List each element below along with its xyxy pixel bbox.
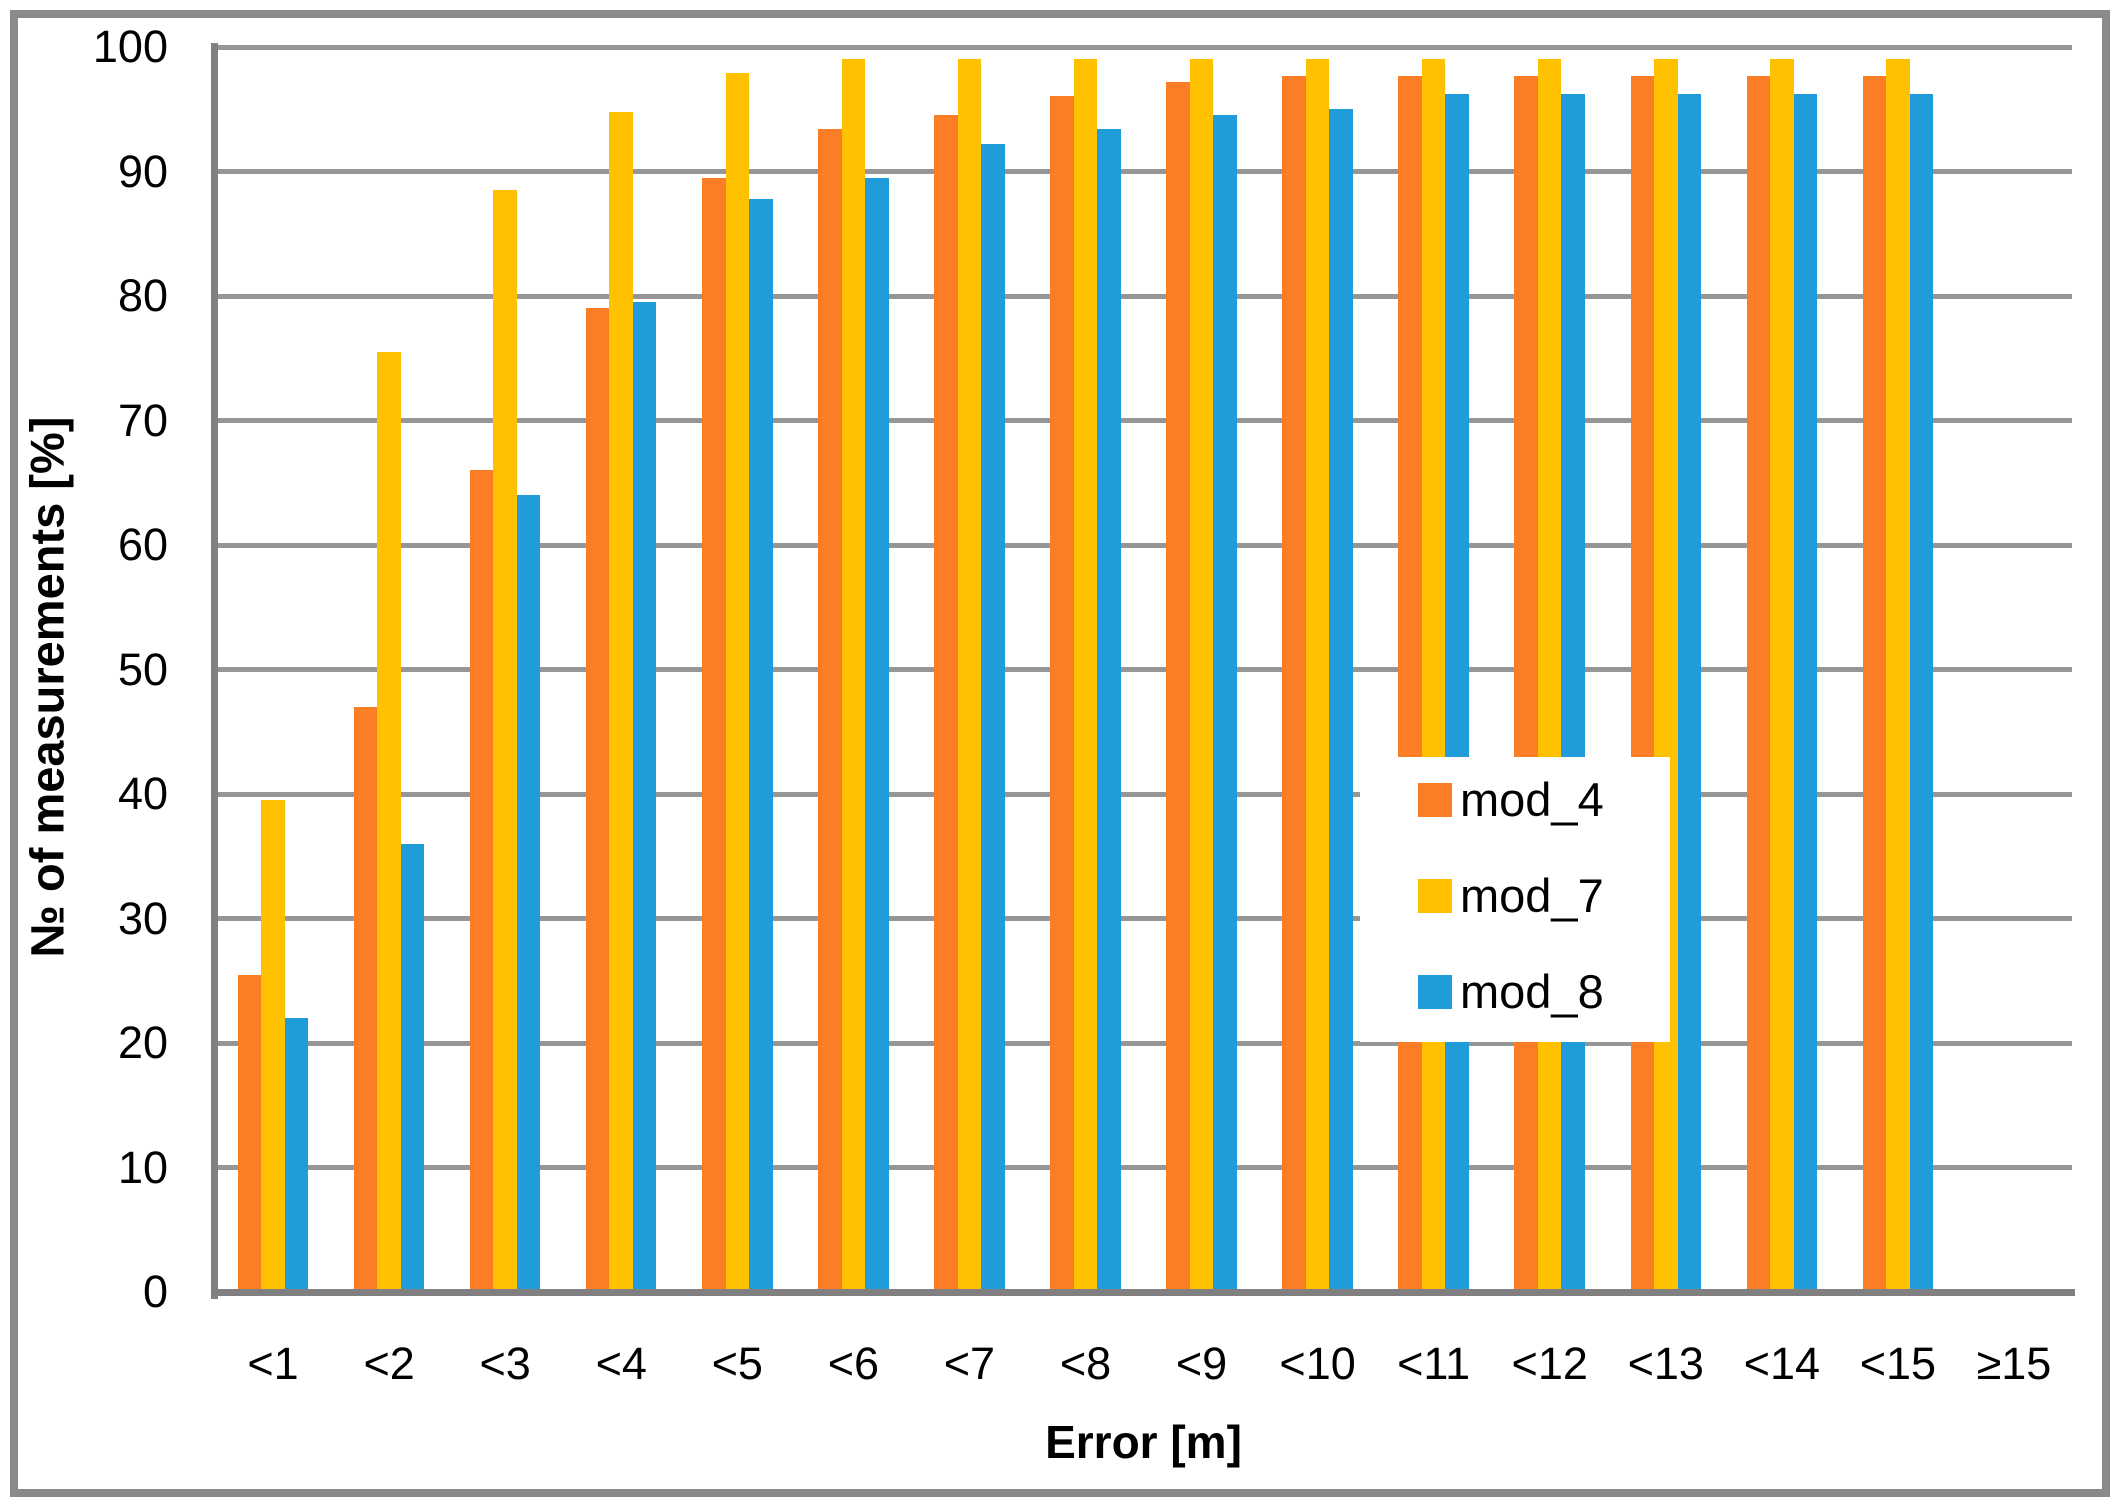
legend-swatch-mod_7 bbox=[1418, 879, 1452, 913]
bar-mod_7-<4 bbox=[609, 111, 633, 1292]
y-axis-title: № of measurements [%] bbox=[20, 416, 74, 958]
legend-label-mod_8: mod_8 bbox=[1460, 965, 1604, 1018]
bar-mod_8-<5 bbox=[749, 198, 773, 1292]
x-axis-title: Error [m] bbox=[1045, 1416, 1242, 1468]
legend-item-mod_4: mod_4 bbox=[1360, 768, 1670, 832]
legend-swatch-mod_8 bbox=[1418, 975, 1452, 1009]
y-axis-line bbox=[211, 43, 218, 1299]
bar-mod_8-<10 bbox=[1329, 109, 1353, 1292]
y-tick-label-80: 80 bbox=[117, 270, 168, 321]
y-tick-label-40: 40 bbox=[117, 768, 168, 819]
y-tick-label-20: 20 bbox=[117, 1017, 168, 1068]
x-category-label-<14: <14 bbox=[1743, 1338, 1821, 1389]
bar-mod_7-<11 bbox=[1421, 59, 1446, 1292]
bar-mod_4-<14 bbox=[1746, 75, 1771, 1292]
bar-mod_8-<3 bbox=[516, 495, 541, 1292]
bar-mod_8-<15 bbox=[1909, 94, 1934, 1292]
gridline-10 bbox=[215, 1165, 2072, 1170]
bar-mod_8-<13 bbox=[1677, 94, 1702, 1292]
x-category-label-<15: <15 bbox=[1859, 1338, 1937, 1389]
x-category-label-<5: <5 bbox=[711, 1338, 763, 1389]
gridline-90 bbox=[215, 169, 2072, 174]
bar-mod_7-<14 bbox=[1770, 59, 1794, 1292]
bar-mod_4-<9 bbox=[1166, 81, 1190, 1292]
bar-mod_4-<1 bbox=[237, 974, 262, 1292]
gridline-60 bbox=[215, 542, 2072, 548]
bar-mod_4-<8 bbox=[1050, 95, 1074, 1292]
gridline-40 bbox=[215, 791, 2072, 797]
x-category-label-<4: <4 bbox=[595, 1338, 647, 1389]
y-tick-label-100: 100 bbox=[92, 21, 168, 72]
bar-mod_4-<6 bbox=[818, 129, 842, 1292]
bar-mod_4-<4 bbox=[585, 308, 610, 1292]
bar-mod_7-<8 bbox=[1073, 59, 1098, 1292]
y-tick-label-90: 90 bbox=[117, 145, 168, 197]
bar-mod_7-<1 bbox=[261, 800, 285, 1292]
legend-item-mod_7: mod_7 bbox=[1360, 864, 1670, 928]
bar-mod_8-<9 bbox=[1213, 115, 1237, 1292]
bar-mod_7-<7 bbox=[957, 59, 982, 1292]
x-category-label-<1: <1 bbox=[247, 1338, 299, 1389]
bar-mod_8-<4 bbox=[632, 302, 657, 1292]
bar-mod_8-<11 bbox=[1445, 94, 1469, 1292]
bar-mod_4-<15 bbox=[1862, 75, 1887, 1292]
bar-mod_4-<12 bbox=[1514, 75, 1538, 1292]
y-tick-label-70: 70 bbox=[117, 394, 168, 446]
x-category-label-<10: <10 bbox=[1279, 1338, 1356, 1389]
x-category-label-<7: <7 bbox=[943, 1338, 996, 1389]
bar-mod_7-<5 bbox=[725, 73, 750, 1292]
gridline-100 bbox=[215, 44, 2072, 50]
legend-label-mod_7: mod_7 bbox=[1460, 869, 1604, 922]
x-category-label-<12: <12 bbox=[1511, 1338, 1588, 1389]
bar-mod_8-<2 bbox=[400, 843, 425, 1292]
bar-mod_4-<7 bbox=[934, 115, 958, 1292]
x-category-label-<6: <6 bbox=[827, 1338, 879, 1389]
bar-mod_7-<10 bbox=[1305, 59, 1330, 1292]
x-category-label-<2: <2 bbox=[363, 1338, 415, 1389]
x-axis-line bbox=[211, 1289, 2075, 1296]
bar-mod_7-<12 bbox=[1537, 59, 1562, 1292]
bar-mod_8-<7 bbox=[981, 144, 1005, 1292]
legend-item-mod_8: mod_8 bbox=[1360, 960, 1670, 1024]
y-tick-label-0: 0 bbox=[142, 1266, 168, 1317]
bar-mod_4-<3 bbox=[469, 470, 494, 1292]
bar-mod_8-<14 bbox=[1793, 94, 1818, 1292]
legend-swatch-mod_4 bbox=[1418, 783, 1452, 817]
bar-mod_7-<2 bbox=[377, 352, 401, 1292]
bar-mod_8-<6 bbox=[865, 177, 889, 1292]
x-category-label-<9: <9 bbox=[1175, 1338, 1228, 1389]
bar-mod_4-<13 bbox=[1630, 75, 1655, 1292]
bar-mod_7-<6 bbox=[841, 59, 866, 1292]
bar-mod_7-<13 bbox=[1654, 59, 1678, 1292]
bar-mod_4-<11 bbox=[1398, 75, 1422, 1292]
bar-mod_4-<5 bbox=[702, 177, 726, 1292]
bar-mod_7-<15 bbox=[1886, 59, 1910, 1292]
legend-label-mod_4: mod_4 bbox=[1460, 773, 1604, 826]
bar-mod_8-<12 bbox=[1561, 94, 1585, 1292]
x-category-label-<3: <3 bbox=[479, 1338, 531, 1389]
y-tick-label-50: 50 bbox=[117, 643, 168, 695]
x-category-label-<8: <8 bbox=[1059, 1338, 1112, 1389]
x-category-label-≥15: ≥15 bbox=[1976, 1338, 2052, 1389]
bar-mod_7-<9 bbox=[1189, 59, 1214, 1292]
legend: mod_4 mod_7 mod_8 bbox=[1360, 757, 1670, 1042]
bar-mod_4-<10 bbox=[1282, 75, 1306, 1292]
gridline-30 bbox=[215, 916, 2072, 921]
x-category-label-<11: <11 bbox=[1397, 1338, 1471, 1389]
y-tick-label-60: 60 bbox=[117, 519, 168, 570]
gridline-50 bbox=[215, 667, 2072, 672]
gridline-20 bbox=[215, 1040, 2072, 1046]
x-category-label-<13: <13 bbox=[1627, 1338, 1704, 1389]
gridline-80 bbox=[215, 293, 2072, 299]
bar-mod_8-<8 bbox=[1097, 129, 1121, 1292]
bar-mod_4-<2 bbox=[353, 706, 378, 1292]
y-tick-label-30: 30 bbox=[117, 892, 168, 944]
bar-mod_7-<3 bbox=[493, 190, 517, 1292]
bar-mod_8-<1 bbox=[284, 1018, 309, 1292]
gridline-70 bbox=[215, 418, 2072, 423]
y-tick-label-10: 10 bbox=[117, 1141, 168, 1193]
